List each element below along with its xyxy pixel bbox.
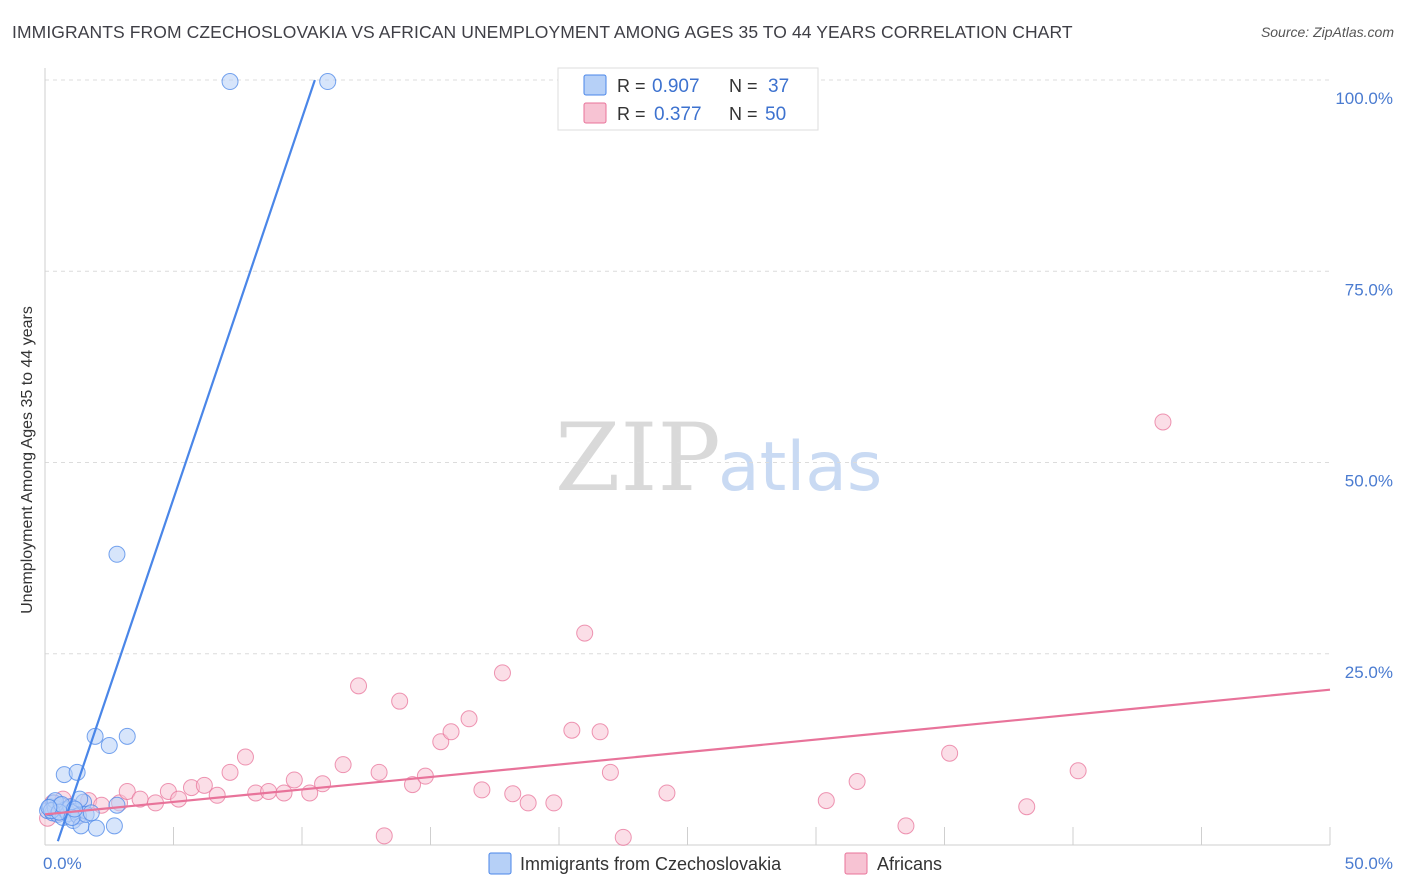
czech-points [39,73,337,837]
africans-point [375,827,393,845]
africans-point [195,776,213,794]
africans-trend-line [44,688,1331,816]
africans-point [460,710,478,728]
stats-r-value: 0.907 [652,76,700,97]
africans-point [817,792,835,810]
africans-point [236,748,254,766]
africans-point [170,790,188,808]
africans-point [941,744,959,762]
africans-point [591,723,609,741]
stats-legend: R = 0.907 N = 37 R = 0.377 N = 50 [557,67,819,131]
stats-swatch-czech [583,74,607,96]
stats-n-label: N = [729,76,758,96]
africans-point [519,794,537,812]
x-tick-labels: 0.0% 50.0% [43,854,1393,873]
africans-point [432,733,450,751]
africans-point [314,775,332,793]
trend-lines [44,79,1331,842]
axes [44,68,1331,846]
y-tick-label: 50.0% [1345,472,1393,491]
africans-point [442,723,460,741]
africans-point [221,763,239,781]
africans-point [576,624,594,642]
africans-point [1018,798,1036,816]
stats-n-label: N = [729,104,758,124]
africans-point [208,786,226,804]
x-tick-label: 50.0% [1345,854,1393,873]
africans-point [1069,762,1087,780]
africans-point [563,721,581,739]
stats-swatch-africans [583,102,607,124]
africans-point [658,784,676,802]
stats-n-value: 37 [768,76,789,97]
czech-point [108,796,126,814]
series-legend: Immigrants from Czechoslovakia Africans [488,852,942,875]
africans-point [350,677,368,695]
legend-swatch-czech [488,852,512,875]
africans-point [601,763,619,781]
czech-trend-line [56,79,316,842]
africans-point [897,817,915,835]
czech-point [87,819,105,837]
africans-point [285,771,303,789]
legend-label-czech: Immigrants from Czechoslovakia [520,854,782,874]
czech-point [68,763,86,781]
africans-point [391,692,409,710]
chart-title: IMMIGRANTS FROM CZECHOSLOVAKIA VS AFRICA… [12,22,1073,42]
watermark-zip: ZIP [555,404,721,513]
africans-point [404,776,422,794]
stats-r-label: R = [617,104,646,124]
africans-point [334,756,352,774]
stats-r-label: R = [617,76,646,96]
africans-point [545,794,563,812]
y-tick-label: 100.0% [1335,89,1393,108]
africans-point [118,782,136,800]
stats-r-value: 0.377 [654,104,702,125]
africans-point [848,773,866,791]
czech-point [82,804,100,822]
czech-point [108,545,126,563]
watermark-atlas: atlas [718,428,882,507]
source-credit: Source: ZipAtlas.com [1260,24,1394,40]
africans-point [504,785,522,803]
czech-point [221,73,239,91]
czech-point [100,737,118,755]
czech-point [40,799,58,817]
africans-point [370,763,388,781]
y-tick-label: 75.0% [1345,280,1393,299]
czech-point [118,727,136,745]
africans-point [275,784,293,802]
czech-point [319,73,337,91]
africans-point [1154,413,1172,431]
y-tick-labels: 25.0% 50.0% 75.0% 100.0% [1335,89,1393,682]
y-tick-label: 25.0% [1345,663,1393,682]
legend-label-africans: Africans [877,854,942,874]
watermark: ZIP atlas [555,404,882,513]
gridlines [45,79,1330,655]
africans-point [493,664,511,682]
czech-point [105,817,123,835]
africans-point [473,781,491,799]
legend-swatch-africans [844,852,868,875]
africans-point [614,828,632,846]
stats-n-value: 50 [765,104,786,125]
x-tick-label: 0.0% [43,854,82,873]
